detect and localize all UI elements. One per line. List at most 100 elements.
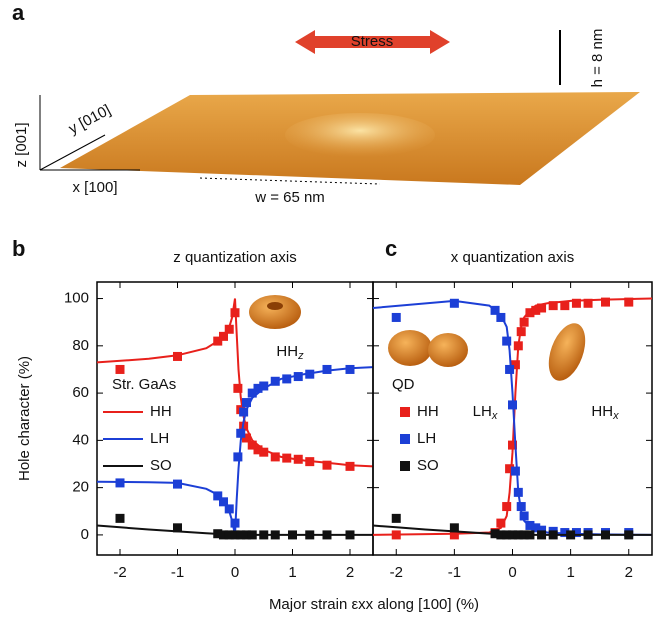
- marker: [219, 497, 228, 507]
- marker: [270, 452, 280, 462]
- marker: [508, 440, 517, 450]
- marker: [322, 530, 332, 540]
- marker: [230, 530, 240, 540]
- marker: [173, 351, 182, 361]
- panel-label: c: [385, 236, 397, 261]
- marker: [496, 518, 506, 528]
- panel-label: a: [12, 0, 25, 25]
- marker: [242, 433, 251, 443]
- marker: [624, 530, 634, 540]
- legend-label: LH: [417, 430, 436, 447]
- annotation: LHx: [473, 403, 498, 422]
- marker: [322, 460, 332, 470]
- marker: [525, 308, 535, 318]
- marker: [508, 530, 517, 540]
- marker: [513, 530, 523, 540]
- marker: [490, 305, 500, 315]
- marker: [115, 364, 125, 374]
- x-tick-label: -1: [448, 564, 461, 581]
- marker: [391, 312, 401, 322]
- marker: [213, 336, 223, 346]
- y-tick-label: 0: [81, 526, 89, 543]
- marker: [233, 452, 243, 462]
- marker: [173, 523, 182, 533]
- marker: [288, 530, 297, 540]
- marker: [510, 360, 520, 370]
- plot-frame: [96, 281, 374, 556]
- axis-y: [39, 134, 106, 171]
- x-tick-label: 2: [346, 564, 354, 581]
- x-tick-label: -1: [171, 564, 184, 581]
- legend-swatch: [400, 407, 410, 417]
- marker: [305, 457, 315, 467]
- marker: [213, 491, 223, 501]
- marker: [496, 530, 506, 540]
- annotation-text: HH: [591, 403, 613, 420]
- h-label: h = 8 nm: [589, 29, 606, 88]
- marker: [502, 530, 512, 540]
- dot: [285, 113, 435, 157]
- hhx-shape: [548, 323, 586, 381]
- x-tick-label: 2: [625, 564, 633, 581]
- marker: [505, 464, 515, 474]
- marker: [624, 297, 634, 307]
- marker: [519, 530, 529, 540]
- y-axis-title: Hole character (%): [16, 356, 33, 481]
- marker: [345, 364, 355, 374]
- marker: [525, 520, 535, 530]
- marker: [219, 530, 228, 540]
- marker: [224, 504, 234, 514]
- marker: [601, 297, 610, 307]
- marker: [537, 525, 547, 535]
- marker: [322, 364, 332, 374]
- marker: [345, 461, 355, 471]
- w-label: w = 65 nm: [254, 189, 325, 206]
- hhz-shape: [249, 295, 301, 329]
- marker: [253, 383, 263, 393]
- marker: [560, 528, 570, 538]
- y-tick-label: 80: [72, 337, 89, 354]
- x-tick-label: 0: [508, 564, 516, 581]
- marker: [213, 529, 223, 539]
- marker: [560, 301, 570, 311]
- marker: [115, 513, 125, 523]
- marker: [345, 530, 355, 540]
- x-tick-label: 1: [288, 564, 296, 581]
- stress-label: Stress: [351, 33, 394, 50]
- marker: [571, 528, 581, 538]
- y-tick-label: 60: [72, 384, 89, 401]
- marker: [219, 331, 228, 341]
- marker: [233, 383, 243, 393]
- marker: [230, 308, 240, 318]
- legend-label: LH: [150, 430, 169, 447]
- annotation: HHz: [276, 343, 304, 362]
- marker: [513, 341, 523, 351]
- marker: [242, 530, 251, 540]
- marker: [505, 364, 515, 374]
- marker: [502, 336, 512, 346]
- marker: [519, 317, 529, 327]
- x-axis-label: x [100]: [72, 179, 117, 196]
- marker: [537, 303, 547, 313]
- lhx-shape: [388, 330, 432, 366]
- annotation: HHx: [591, 403, 619, 422]
- marker: [224, 324, 234, 334]
- x-tick-label: -2: [113, 564, 126, 581]
- y-tick-label: 40: [72, 431, 89, 448]
- marker: [224, 530, 234, 540]
- marker: [583, 530, 593, 540]
- marker: [293, 454, 303, 464]
- legend-label: SO: [417, 457, 439, 474]
- legend-title: QD: [392, 376, 415, 393]
- marker: [510, 466, 520, 476]
- marker: [259, 381, 269, 391]
- marker: [490, 529, 500, 539]
- marker: [525, 530, 535, 540]
- marker: [391, 530, 401, 540]
- marker: [548, 301, 558, 311]
- marker: [236, 530, 246, 540]
- y-tick-label: 100: [64, 290, 89, 307]
- marker: [566, 530, 576, 540]
- marker: [601, 530, 610, 540]
